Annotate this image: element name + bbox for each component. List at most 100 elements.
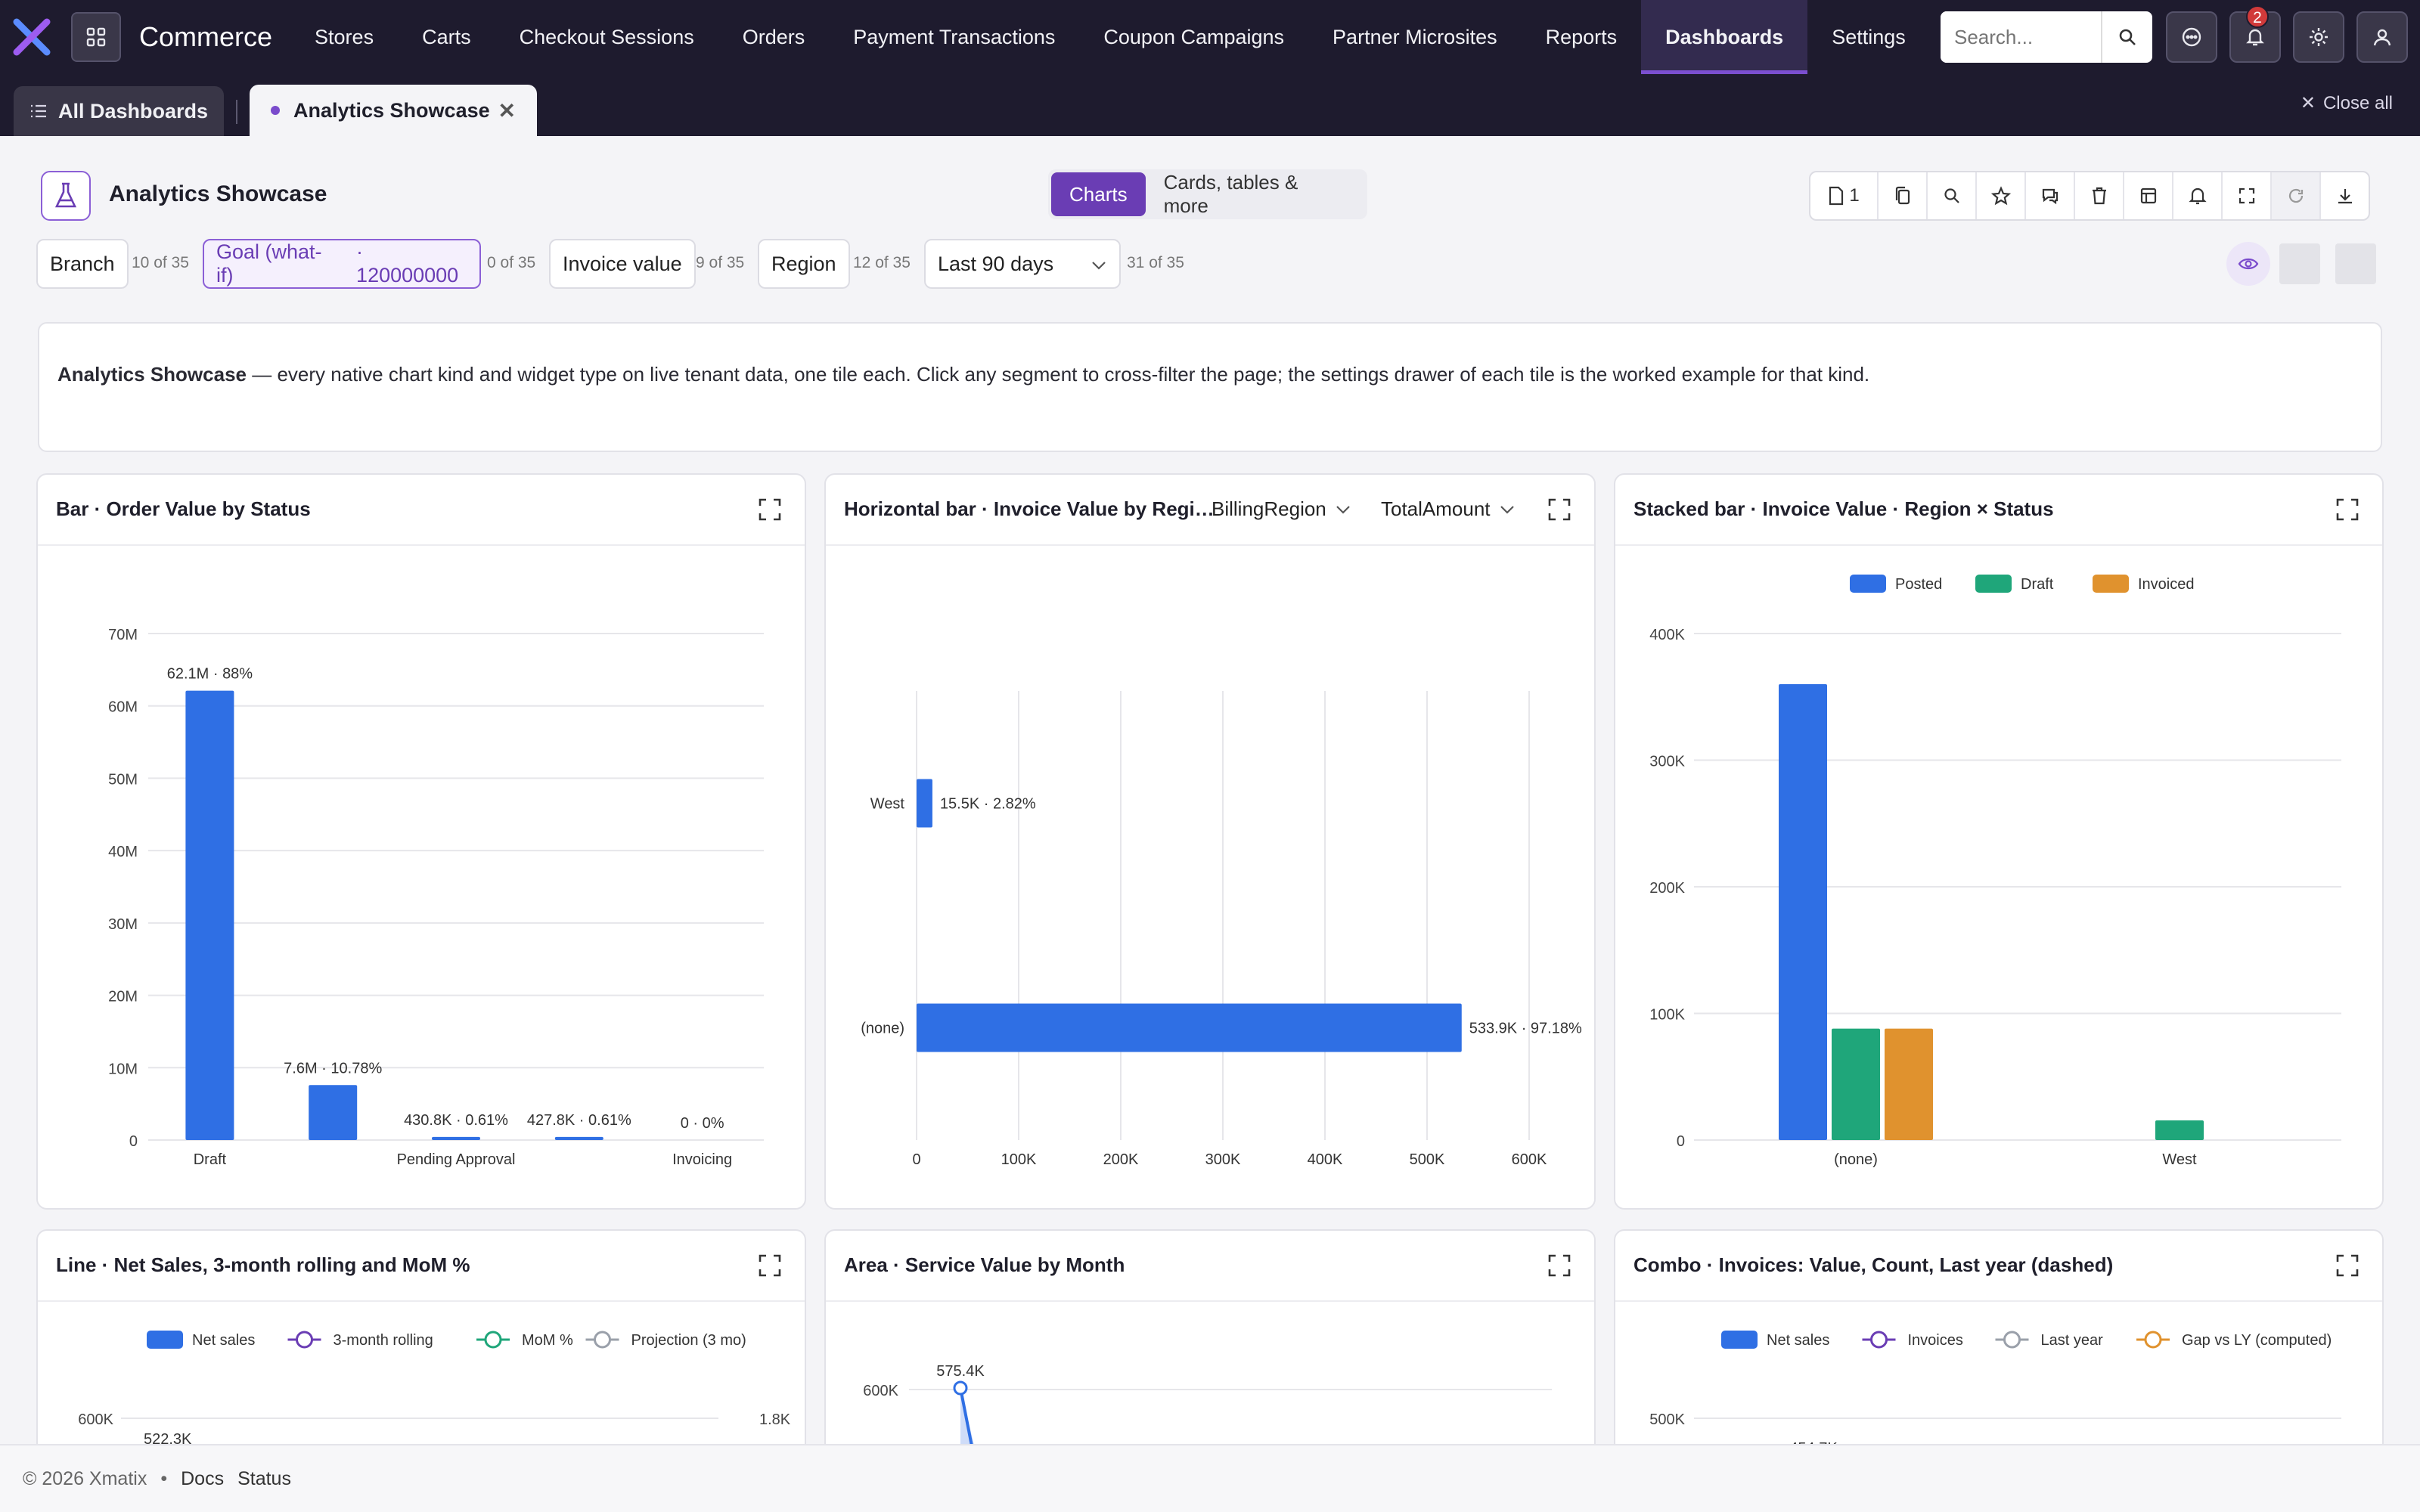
dimension-select[interactable]: BillingRegion — [1212, 497, 1351, 521]
y-tick-label: West — [870, 796, 905, 813]
legend-label: Posted — [1895, 576, 1942, 593]
branch-filter[interactable]: Branch — [36, 239, 129, 289]
trash-icon[interactable] — [2074, 172, 2123, 219]
nav-dashboards[interactable]: Dashboards — [1641, 0, 1808, 74]
data-label: 427.8K · 0.61% — [527, 1112, 631, 1129]
x-tick-label: 400K — [1308, 1151, 1343, 1168]
tile-title: Horizontal bar · Invoice Value by Regi… — [844, 497, 1215, 520]
date-range-select[interactable]: Last 90 days — [924, 239, 1121, 289]
measure-select[interactable]: TotalAmount — [1381, 497, 1515, 521]
combo-chart: Net sales Invoices Last year Gap vs LY (com… — [1649, 1331, 2341, 1455]
y-tick-label: 0 — [1677, 1133, 1685, 1150]
alert-bell-icon[interactable] — [2172, 172, 2221, 219]
top-navigation: Commerce Stores Carts Checkout Sessions … — [0, 0, 2420, 74]
global-search — [1941, 11, 2152, 63]
flask-icon — [41, 171, 91, 221]
x-tick-label: 200K — [1103, 1151, 1139, 1168]
cards-toggle-button[interactable]: Cards, tables & more — [1163, 171, 1298, 217]
tab-active-dot — [271, 106, 280, 115]
goal-filter[interactable]: Goal (what-if) · 120000000 — [203, 239, 481, 289]
chat-icon[interactable] — [2166, 11, 2217, 63]
nav-coupon-campaigns[interactable]: Coupon Campaigns — [1103, 26, 1285, 48]
nav-checkout-sessions[interactable]: Checkout Sessions — [519, 26, 694, 48]
charts-toggle-button[interactable]: Charts — [1051, 172, 1146, 216]
tab-all-dashboards[interactable]: All Dashboards — [14, 86, 224, 136]
bar — [554, 1136, 603, 1140]
tile-header: Horizontal bar · Invoice Value by Regi… … — [826, 475, 1594, 546]
tab-all-label: All Dashboards — [57, 99, 209, 122]
legend-swatch — [1975, 575, 2012, 593]
close-all-tabs-button[interactable]: ✕ Close all — [2301, 92, 2393, 114]
expand-icon[interactable] — [1547, 1253, 1571, 1278]
invoice-value-filter[interactable]: Invoice value — [549, 239, 696, 289]
expand-icon[interactable] — [1547, 497, 1571, 522]
star-icon[interactable] — [1975, 172, 2024, 219]
data-label: 62.1M · 88% — [167, 666, 253, 683]
refresh-icon[interactable] — [2270, 172, 2319, 219]
bar — [309, 1085, 358, 1140]
expand-icon[interactable] — [758, 1253, 782, 1278]
bar — [1885, 1028, 1933, 1140]
download-icon[interactable] — [2319, 172, 2369, 219]
invoice-filter-count: 9 of 35 — [696, 254, 745, 271]
gear-icon[interactable] — [2293, 11, 2344, 63]
nav-reports[interactable]: Reports — [1545, 26, 1618, 48]
legend-marker — [594, 1331, 611, 1349]
search-icon[interactable] — [2101, 11, 2152, 63]
data-label: 0 · 0% — [681, 1115, 724, 1132]
nav-carts[interactable]: Carts — [422, 26, 471, 48]
copy-icon[interactable] — [1877, 172, 1926, 219]
y-tick-label: 10M — [108, 1061, 138, 1077]
eye-icon[interactable] — [2226, 242, 2270, 286]
expand-icon[interactable] — [2335, 1253, 2360, 1278]
region-filter[interactable]: Region — [758, 239, 850, 289]
fullscreen-icon[interactable] — [2221, 172, 2270, 219]
date-range-count: 31 of 35 — [1127, 254, 1184, 271]
tile-title: Line · Net Sales, 3-month rolling and Mo… — [56, 1253, 470, 1276]
nav-payment-transactions[interactable]: Payment Transactions — [853, 26, 1056, 48]
nav-orders[interactable]: Orders — [742, 26, 805, 48]
layout-icon[interactable] — [2123, 172, 2172, 219]
expand-icon[interactable] — [2335, 497, 2360, 522]
user-avatar-icon[interactable] — [2356, 11, 2408, 63]
nav-settings[interactable]: Settings — [1832, 26, 1906, 48]
x-tick-label: Invoicing — [672, 1151, 732, 1168]
x-tick-label: 500K — [1410, 1151, 1445, 1168]
tab-analytics-showcase[interactable]: Analytics Showcase ✕ — [250, 85, 537, 136]
close-icon[interactable]: ✕ — [498, 98, 516, 122]
legend-label: Gap vs LY (computed) — [2182, 1332, 2332, 1349]
x-tick-label: Draft — [194, 1151, 227, 1168]
bar — [2155, 1120, 2204, 1140]
branch-filter-count: 10 of 35 — [132, 254, 189, 271]
bar — [917, 1003, 1462, 1052]
docs-link[interactable]: Docs — [181, 1467, 225, 1489]
comments-icon[interactable] — [2024, 172, 2074, 219]
placeholder-control[interactable] — [2279, 243, 2320, 284]
notifications-bell-icon[interactable]: 2 — [2229, 5, 2281, 63]
legend-swatch — [2093, 575, 2129, 593]
legend-marker — [2003, 1331, 2021, 1349]
zoom-search-icon[interactable] — [1926, 172, 1975, 219]
description-title: Analytics Showcase — [57, 363, 247, 386]
brand-name[interactable]: Commerce — [139, 21, 273, 52]
status-link[interactable]: Status — [237, 1467, 291, 1489]
x-tick-label: 0 — [912, 1151, 920, 1168]
expand-icon[interactable] — [758, 497, 782, 522]
stacked-bar-chart: Posted Draft Invoiced 0 100K 200K 300K 400K (non… — [1649, 575, 2341, 1168]
page-icon — [1829, 186, 1844, 206]
legend-label: 3-month rolling — [334, 1332, 433, 1349]
x-tick-label: West — [2162, 1151, 2197, 1168]
y-tick-label: 600K — [863, 1383, 898, 1399]
close-all-icon: ✕ — [2300, 93, 2316, 113]
nav-stores[interactable]: Stores — [315, 26, 374, 48]
nav-partner-microsites[interactable]: Partner Microsites — [1333, 26, 1497, 48]
app-grid-icon[interactable] — [71, 12, 121, 62]
xmatix-logo-icon[interactable] — [12, 17, 51, 57]
search-input[interactable] — [1941, 11, 2101, 63]
line-chart: Net sales 3-month rolling MoM % Projection … — [78, 1331, 791, 1448]
placeholder-control[interactable] — [2335, 243, 2376, 284]
chevron-down-icon — [1500, 505, 1514, 514]
dashboard-toolbar: 1 — [1809, 171, 2370, 221]
region-filter-count: 12 of 35 — [853, 254, 911, 271]
pages-button[interactable]: 1 — [1810, 172, 1877, 219]
